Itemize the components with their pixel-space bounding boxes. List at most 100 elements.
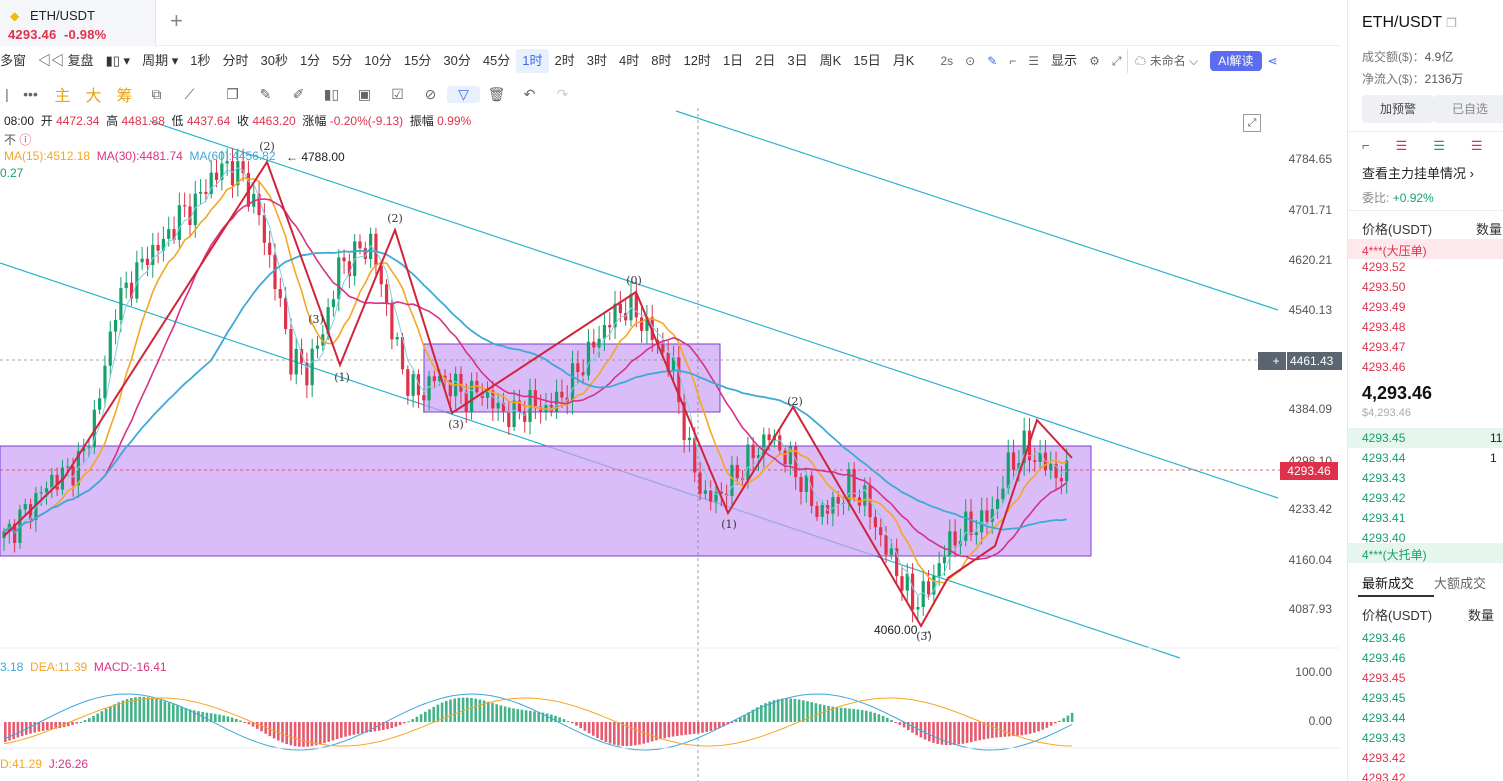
multi-window-button[interactable]: 多窗	[0, 52, 27, 68]
y-axis-label: 4160.04	[1288, 553, 1332, 567]
ask-row[interactable]: 4293.50	[1362, 280, 1406, 294]
chart-canvas[interactable]: (2) (3) (1) (2) (3) (0) (2) (1) (3) ← 4788.00 4060…	[0, 108, 1340, 781]
main-orders-link[interactable]: 查看主力挂单情况 ›	[1362, 166, 1474, 181]
measure-icon[interactable]: ⟋	[184, 85, 195, 102]
add-alert-button[interactable]: 加预警	[1362, 95, 1434, 123]
ask-row[interactable]: 4293.52	[1362, 260, 1406, 274]
trash-icon[interactable]: 🗑	[487, 85, 506, 102]
period-9[interactable]: 10分	[364, 52, 392, 68]
display-button[interactable]: 显示	[1051, 52, 1078, 68]
macd-bar	[344, 722, 347, 737]
period-22[interactable]: 周K	[819, 52, 842, 68]
period-23[interactable]: 15日	[853, 52, 881, 68]
view-mode-icon[interactable]: ⌐	[1362, 138, 1370, 153]
macd-bar	[113, 704, 116, 722]
period-11[interactable]: 30分	[443, 52, 471, 68]
bid-row[interactable]: 4293.42	[1362, 491, 1406, 505]
bid-row[interactable]: 4293.40	[1362, 531, 1406, 545]
big-trades-tab[interactable]: 大额成交	[1434, 576, 1487, 591]
period-dropdown[interactable]: 周期 ▾	[142, 52, 179, 68]
period-15[interactable]: 3时	[586, 52, 607, 68]
layout-name-dropdown[interactable]: ☁ 未命名 ⌵	[1127, 48, 1204, 73]
big-sell-row[interactable]: 4***(大压单)	[1348, 239, 1503, 259]
candle-icon[interactable]: ▮▯	[323, 85, 340, 102]
ai-analysis-button[interactable]: AI解读	[1210, 50, 1262, 71]
macd-bar	[4, 722, 7, 743]
candle-body	[129, 282, 134, 299]
period-8[interactable]: 5分	[332, 52, 353, 68]
crosshair-plus-icon[interactable]: +	[1267, 352, 1287, 370]
big-order-button[interactable]: 大	[85, 88, 102, 105]
fullscreen-icon[interactable]: ⤢	[1111, 53, 1122, 68]
period-4[interactable]: 1秒	[190, 52, 211, 68]
price-chart[interactable]: (2) (3) (1) (2) (3) (0) (2) (1) (3) ← 4788.00 4060…	[0, 108, 1342, 781]
period-12[interactable]: 45分	[482, 52, 511, 68]
latest-trades-tab[interactable]: 最新成交	[1362, 576, 1415, 591]
pencil-icon[interactable]: ✎	[259, 85, 272, 102]
period-13[interactable]: 1时	[516, 48, 549, 73]
list-icon[interactable]: ☰	[1028, 53, 1040, 68]
filter-icon[interactable]: ▽	[447, 85, 480, 103]
share-icon[interactable]: ⋖	[1267, 53, 1278, 68]
ask-row[interactable]: 4293.48	[1362, 320, 1406, 334]
copy-icon[interactable]: ❐	[226, 85, 239, 102]
big-buy-row[interactable]: 4***(大托单)	[1348, 543, 1503, 563]
refresh-interval[interactable]: 2s	[940, 53, 954, 68]
note-icon[interactable]: ☑	[391, 85, 404, 102]
layout-icon[interactable]: ⌐	[1009, 53, 1017, 68]
brush-icon[interactable]: ✐	[292, 85, 305, 102]
period-7[interactable]: 1分	[299, 52, 321, 68]
replay-button[interactable]: ◁◁ 复盘	[38, 52, 94, 68]
menu-icon[interactable]: |	[5, 86, 9, 102]
ask-row[interactable]: 4293.47	[1362, 340, 1406, 354]
add-tab-icon[interactable]: +	[170, 8, 183, 33]
bid-row[interactable]: 4293.41	[1362, 511, 1406, 525]
settings-icon[interactable]: ⚙	[1089, 53, 1100, 68]
period-6[interactable]: 30秒	[260, 52, 288, 68]
edit-icon[interactable]: ✎	[987, 53, 998, 68]
expand-icon[interactable]: ⤢	[1243, 114, 1261, 132]
candle-body	[581, 372, 585, 376]
copy-icon[interactable]: ❐	[1446, 16, 1457, 30]
period-24[interactable]: 月K	[892, 52, 915, 68]
macd-bar	[747, 712, 750, 722]
period-17[interactable]: 8时	[651, 52, 672, 68]
added-watchlist-button[interactable]: 已自选	[1434, 95, 1503, 123]
close-value: 4463.20	[252, 114, 296, 128]
warning-icon[interactable]: ⓘ	[19, 133, 32, 147]
bid-row[interactable]: 4293.43	[1362, 471, 1406, 485]
chart-type-icon[interactable]: ▮▯ ▾	[105, 52, 131, 68]
view-both-icon[interactable]: ☰	[1395, 138, 1408, 153]
macd-bar	[146, 697, 150, 722]
tab-eth-usdt[interactable]: ◆ ETH/USDT 4293.46 -0.98%	[0, 0, 156, 46]
macd-bar	[575, 722, 578, 726]
period-21[interactable]: 3日	[787, 52, 808, 68]
undo-icon[interactable]: ↶	[523, 85, 536, 102]
bid-row[interactable]: 4293.45	[1362, 431, 1406, 445]
period-14[interactable]: 2时	[554, 52, 575, 68]
ask-row[interactable]: 4293.46	[1362, 360, 1406, 374]
period-16[interactable]: 4时	[619, 52, 640, 68]
macd-bar	[394, 722, 398, 727]
period-10[interactable]: 15分	[403, 52, 432, 68]
redo-icon[interactable]: ↷	[556, 85, 569, 102]
camera-icon[interactable]: ⊙	[965, 53, 976, 68]
magnet-icon[interactable]: ⊘	[424, 85, 437, 102]
macd-bar	[1066, 715, 1070, 722]
period-19[interactable]: 1日	[722, 52, 744, 68]
chips-button[interactable]: 筹	[116, 88, 133, 105]
period-20[interactable]: 2日	[755, 52, 776, 68]
ask-row[interactable]: 4293.49	[1362, 300, 1406, 314]
save-icon[interactable]: ▣	[357, 85, 372, 102]
compare-icon[interactable]: ⧉	[151, 85, 162, 102]
macd-bar	[478, 699, 482, 722]
indicator-dots-icon[interactable]: •••	[23, 86, 38, 102]
view-asks-icon[interactable]: ☰	[1470, 138, 1483, 153]
bid-row[interactable]: 4293.44	[1362, 451, 1406, 465]
main-force-button[interactable]: 主	[54, 88, 71, 105]
period-5[interactable]: 分时	[222, 52, 249, 68]
period-18[interactable]: 12时	[683, 52, 711, 68]
macd-bar	[310, 722, 314, 747]
view-bids-icon[interactable]: ☰	[1433, 138, 1445, 153]
candle-body	[810, 475, 814, 506]
